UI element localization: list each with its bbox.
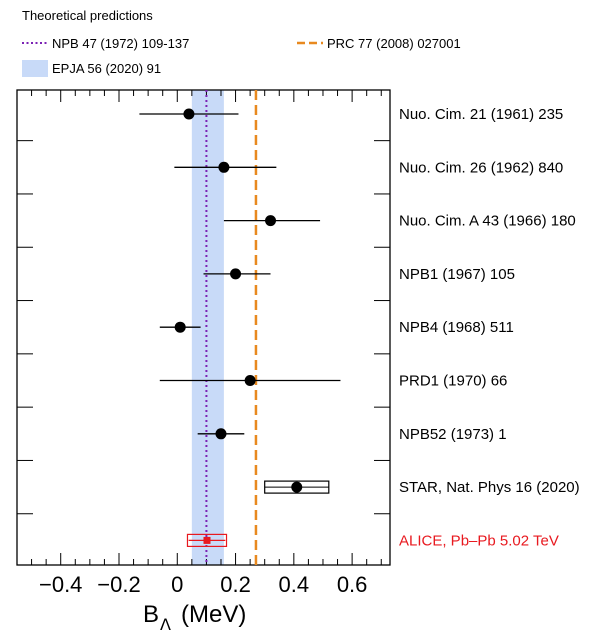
- measurement-label: STAR, Nat. Phys 16 (2020): [399, 479, 580, 496]
- measurement-row: NPB4 (1968) 511: [159, 319, 514, 336]
- systematic-box: [186, 533, 228, 548]
- data-point: [265, 215, 277, 227]
- measurement-row: NPB1 (1967) 105: [203, 266, 515, 283]
- x-tick-label: 0.2: [220, 572, 251, 597]
- x-tick-label: 0.4: [279, 572, 310, 597]
- legend-npb47-label: NPB 47 (1972) 109-137: [52, 36, 189, 51]
- x-axis-title-main: B: [143, 601, 159, 628]
- measurement-row: PRD1 (1970) 66: [159, 373, 507, 390]
- legend-prc77-label: PRC 77 (2008) 027001: [327, 36, 461, 51]
- legend-epja56-swatch: [22, 60, 48, 77]
- measurement-label: ALICE, Pb–Pb 5.02 TeV: [399, 532, 559, 549]
- data-point: [218, 161, 230, 173]
- data-point: [203, 536, 211, 544]
- measurement-row: Nuo. Cim. A 43 (1966) 180: [223, 213, 576, 230]
- data-point: [291, 481, 303, 493]
- measurement-row: STAR, Nat. Phys 16 (2020): [264, 479, 580, 496]
- legend: Theoretical predictions NPB 47 (1972) 10…: [22, 8, 461, 77]
- plot-frame: [16, 89, 391, 566]
- measurement-row: Nuo. Cim. 26 (1962) 840: [174, 159, 563, 176]
- measurement-label: Nuo. Cim. 26 (1962) 840: [399, 159, 563, 176]
- data-point: [230, 268, 242, 280]
- legend-header: Theoretical predictions: [22, 8, 153, 23]
- data-point: [244, 375, 256, 386]
- measurement-label: NPB52 (1973) 1: [399, 426, 507, 443]
- x-tick-label: 0.6: [337, 572, 368, 597]
- x-axis-title: B Λ (MeV): [143, 601, 246, 634]
- measurement-label: NPB4 (1968) 511: [399, 319, 514, 336]
- data-point: [174, 321, 186, 333]
- measurement-label: Nuo. Cim. 21 (1961) 235: [399, 106, 563, 123]
- x-axis-title-unit: (MeV): [181, 601, 246, 628]
- measurement-label: Nuo. Cim. A 43 (1966) 180: [399, 213, 576, 230]
- measurement-row: ALICE, Pb–Pb 5.02 TeV: [186, 532, 559, 549]
- x-tick-label: 0: [171, 572, 183, 597]
- plot-area: −0.4 −0.2 0 0.2 0.4 0.6 Nuo. Cim. 21 (1961) 23…: [16, 89, 580, 597]
- measurement-label: PRD1 (1970) 66: [399, 373, 507, 390]
- measurement-row: NPB52 (1973) 1: [197, 426, 507, 443]
- x-tick-label: −0.4: [39, 572, 82, 597]
- measurement-row: Nuo. Cim. 21 (1961) 235: [139, 106, 563, 123]
- measurement-label: NPB1 (1967) 105: [399, 266, 515, 283]
- data-point: [183, 108, 195, 120]
- legend-epja56-label: EPJA 56 (2020) 91: [52, 61, 161, 76]
- x-axis-title-subscript: Λ: [160, 615, 171, 634]
- x-tick-label: −0.2: [97, 572, 140, 597]
- data-point: [215, 428, 227, 440]
